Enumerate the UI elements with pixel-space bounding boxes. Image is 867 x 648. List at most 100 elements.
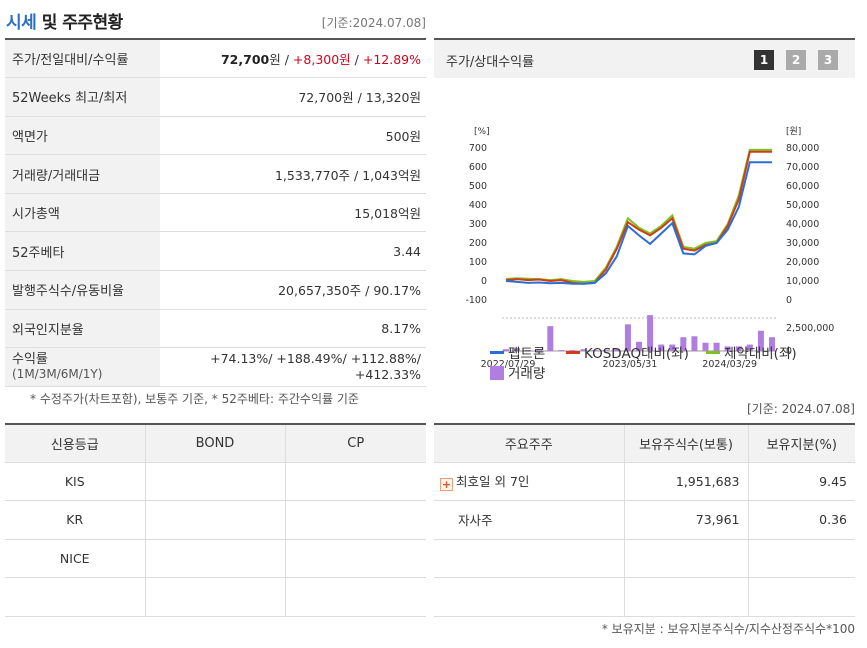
shares-cell	[623, 539, 748, 578]
credit-rating-table: 신용등급 BOND CP KIS KR NICE	[5, 423, 426, 617]
row-label: 52Weeks 최고/최저	[5, 77, 160, 117]
table-row: + 최호일 외 7인 1,951,683 9.45	[434, 462, 855, 501]
row-label: 거래량/거래대금	[5, 154, 160, 194]
price-rate: +12.89%	[362, 52, 421, 68]
volume-bar	[735, 346, 742, 351]
table-row: 수익률 (1M/3M/6M/1Y) +74.13%/ +188.49%/ +11…	[5, 347, 426, 387]
table-row: NICE	[5, 539, 426, 578]
right-tick-label: 10,000	[786, 276, 819, 287]
bond-cell	[144, 462, 285, 501]
left-tick-label: 700	[469, 143, 487, 154]
legend-swatch	[706, 351, 720, 354]
legend-swatch	[490, 351, 504, 354]
column-header: CP	[284, 424, 426, 463]
volume-bar	[757, 330, 764, 351]
table-row: KIS	[5, 462, 426, 501]
shareholder-name-cell: + 최호일 외 7인	[434, 462, 624, 501]
agency-cell: KIS	[5, 462, 145, 501]
right-tick-label: 20,000	[786, 257, 819, 268]
left-axis-unit: [%]	[474, 127, 490, 137]
volume-bar	[547, 326, 554, 351]
agency-cell: NICE	[5, 539, 145, 578]
volume-bar	[580, 349, 587, 351]
shareholder-table: 주요주주 보유주식수(보통) 보유지분(%) + 최호일 외 7인 1,951,6…	[434, 423, 855, 617]
shareholder-reference-date: [기준: 2024.07.08]	[746, 402, 855, 416]
legend-label: KOSDAQ대비(좌)	[584, 346, 689, 362]
title-rest: 및 주주현황	[36, 13, 124, 33]
left-tick-label: -100	[465, 295, 487, 306]
separator: /	[350, 52, 363, 68]
cp-cell	[284, 500, 426, 540]
separator: /	[280, 52, 293, 68]
ratio-cell: 9.45	[747, 462, 855, 501]
volume-bar	[613, 349, 620, 351]
x-tick-label: 2023/05/31	[603, 359, 658, 370]
chart-page-1-button[interactable]: 1	[754, 50, 774, 70]
expand-plus-icon[interactable]: +	[440, 478, 453, 492]
volume-bar	[702, 342, 709, 351]
right-tick-label: 70,000	[786, 162, 819, 173]
left-tick-label: 100	[469, 257, 487, 268]
column-header: 주요주주	[434, 424, 624, 463]
price-summary-table: 주가/전일대비/수익률 72,700원 / +8,300원 / +12.89% …	[5, 38, 426, 387]
chart-title: 주가/상대수익률	[446, 55, 535, 70]
volume-bar	[569, 350, 576, 351]
table-header-row: 주요주주 보유주식수(보통) 보유지분(%)	[434, 424, 855, 463]
shareholder-name: 자사주	[434, 500, 624, 540]
volume-bar	[769, 337, 775, 351]
chart-page-3-button[interactable]: 3	[818, 50, 838, 70]
column-header: 보유주식수(보통)	[623, 424, 748, 463]
price-chart: [%] [원] 700 600 500 400 300 200 100 0 -100 80,000 70…	[465, 126, 834, 370]
returns-sublabel: (1M/3M/6M/1Y)	[12, 367, 103, 382]
row-label: 발행주식수/유동비율	[5, 270, 160, 310]
x-tick-label: 2024/03/29	[702, 359, 757, 370]
chart-panel: 주가/상대수익률 1 2 3 [%] [원] 700 600 500 400 300 200 1…	[434, 38, 855, 386]
left-tick-label: 300	[469, 219, 487, 230]
row-value: 8.17%	[160, 309, 426, 349]
row-value: 15,018억원	[160, 193, 426, 233]
series-line-1	[505, 161, 772, 285]
row-value: 1,533,770주 / 1,043억원	[160, 154, 426, 194]
row-value: 500원	[160, 116, 426, 156]
right-axis-unit: [원]	[786, 126, 801, 137]
volume-bar	[525, 350, 532, 351]
right-tick-label: 50,000	[786, 200, 819, 211]
right-tick-label: 60,000	[786, 181, 819, 192]
returns-line-2: +412.33%	[354, 367, 421, 383]
volume-bar	[680, 337, 687, 351]
returns-line-1: +74.13%/ +188.49%/ +112.88%/	[210, 351, 421, 367]
series-line-2	[505, 150, 772, 285]
legend-swatch	[490, 366, 504, 380]
legend-item-peptron: 펩트론	[490, 342, 545, 362]
x-tick-label: 2022/07/29	[481, 359, 536, 370]
bond-cell	[144, 577, 285, 617]
left-tick-label: 200	[469, 238, 487, 249]
row-label: 외국인지분율	[5, 309, 160, 349]
row-value: 20,657,350주 / 90.17%	[160, 270, 426, 310]
current-price: 72,700	[220, 52, 270, 68]
chart-header: 주가/상대수익률 1 2 3	[434, 40, 855, 78]
volume-bar	[558, 350, 565, 351]
right-tick-label: 0	[786, 295, 792, 306]
row-label: 시가총액	[5, 193, 160, 233]
bond-cell	[144, 500, 285, 540]
table-row	[434, 539, 855, 578]
legend-swatch	[566, 351, 580, 354]
volume-bar	[647, 315, 654, 351]
title-highlight: 시세	[6, 13, 37, 33]
row-value: 3.44	[160, 231, 426, 272]
agency-cell: KR	[5, 500, 145, 540]
volume-bar	[746, 344, 753, 351]
volume-bar	[724, 346, 731, 351]
table-header-row: 신용등급 BOND CP	[5, 424, 426, 463]
volume-bar	[636, 341, 642, 351]
table-row: 주가/전일대비/수익률 72,700원 / +8,300원 / +12.89%	[5, 39, 426, 79]
chart-page-2-button[interactable]: 2	[786, 50, 806, 70]
volume-bar	[624, 324, 631, 351]
returns-label: 수익률	[12, 352, 48, 368]
price-value: 72,700원 / +8,300원 / +12.89%	[160, 39, 426, 79]
shares-cell: 1,951,683	[623, 462, 748, 501]
table-row: 52주베타 3.44	[5, 231, 426, 272]
volume-bar	[536, 350, 543, 351]
shareholder-name	[434, 577, 624, 617]
